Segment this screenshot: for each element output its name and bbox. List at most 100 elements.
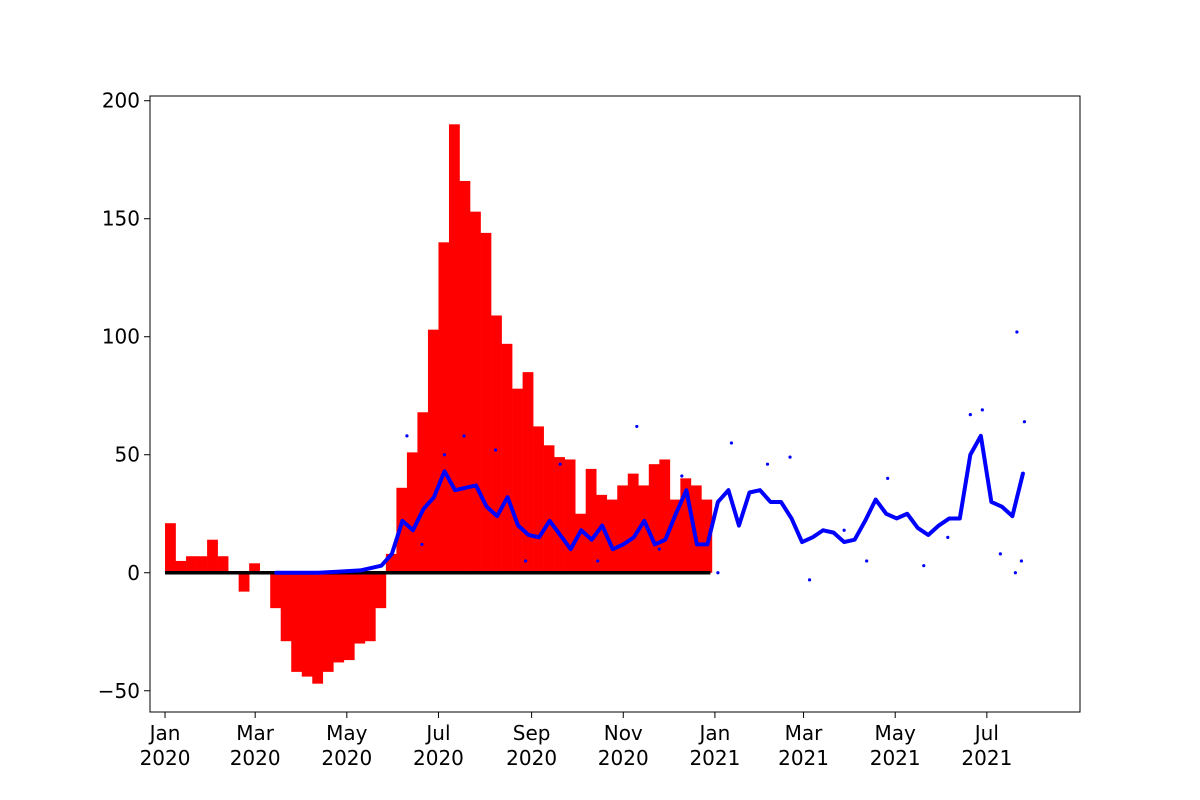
x-tick-label-month: Jan — [697, 721, 730, 745]
scatter-point — [980, 408, 984, 412]
bar — [522, 372, 534, 573]
bar — [396, 487, 408, 573]
bar — [459, 180, 471, 573]
bar — [680, 478, 692, 573]
x-tick-label-month: Mar — [785, 721, 824, 745]
x-tick-label-month: May — [326, 721, 368, 745]
x-tick-label-year: 2021 — [689, 746, 740, 770]
weekly-bars — [165, 124, 713, 684]
bar — [438, 242, 450, 573]
bar — [554, 457, 565, 573]
bar — [175, 560, 187, 573]
bar — [364, 572, 376, 642]
x-tick-label-month: Nov — [604, 721, 643, 745]
y-axis: −50 0 50 100 150 200 — [98, 89, 150, 703]
bar — [165, 523, 176, 573]
bar — [291, 572, 303, 672]
series-line — [274, 433, 1025, 575]
bar — [648, 464, 660, 573]
x-tick-label-year: 2020 — [321, 746, 372, 770]
bar — [501, 343, 513, 573]
bar — [343, 572, 355, 661]
bar — [575, 513, 587, 573]
scatter-point — [680, 474, 684, 478]
x-tick-label-month: Jul — [973, 721, 999, 745]
x-tick-label-year: 2021 — [778, 746, 829, 770]
bar — [186, 556, 197, 573]
scatter-point — [998, 552, 1002, 556]
y-tick-label: 150 — [102, 207, 140, 231]
bar — [627, 473, 639, 573]
bar — [659, 459, 671, 573]
bar — [207, 539, 218, 573]
scatter-point — [1022, 420, 1027, 424]
scatter-point — [635, 424, 639, 429]
bar — [322, 572, 334, 672]
bar — [354, 572, 366, 644]
bar — [301, 572, 313, 677]
x-tick-label-year: 2021 — [961, 746, 1012, 770]
bar — [617, 485, 629, 573]
scatter-point — [1015, 330, 1019, 334]
scatter-point — [524, 559, 528, 563]
daily-points — [405, 330, 1027, 582]
x-tick-label-month: Sep — [513, 721, 551, 745]
bar — [690, 485, 702, 573]
x-tick-label-month: Jul — [424, 721, 450, 745]
scatter-point — [729, 441, 734, 445]
x-tick-label-year: 2020 — [598, 746, 649, 770]
scatter-point — [1019, 559, 1024, 563]
scatter-point — [968, 413, 972, 417]
scatter-point — [558, 462, 562, 466]
bar — [512, 388, 523, 573]
x-tick-label-month: May — [875, 721, 917, 745]
bar — [491, 315, 502, 573]
y-tick-label: 0 — [127, 561, 140, 585]
bar — [217, 556, 229, 573]
y-tick-label: 100 — [102, 325, 140, 349]
bar — [470, 211, 481, 573]
x-axis: Jan2020Mar2020May2020Jul2020Sep2020Nov20… — [140, 712, 1012, 770]
scatter-point — [1013, 571, 1018, 575]
y-tick-label: 200 — [102, 89, 140, 113]
scatter-point — [493, 448, 498, 452]
scatter-point — [842, 528, 846, 532]
x-tick-label-year: 2020 — [413, 746, 464, 770]
x-tick-label-month: Mar — [236, 721, 275, 745]
bar — [312, 572, 324, 684]
bar — [238, 572, 250, 592]
scatter-point — [442, 453, 447, 457]
scatter-point — [716, 571, 720, 575]
scatter-point — [946, 535, 950, 539]
bar — [280, 572, 292, 642]
scatter-point — [788, 455, 792, 459]
bar — [606, 499, 618, 573]
bar — [249, 563, 260, 573]
bar — [543, 445, 555, 573]
bar — [196, 556, 208, 573]
bar — [564, 459, 576, 573]
bar — [596, 494, 608, 573]
x-tick-label-year: 2021 — [870, 746, 921, 770]
x-tick-label-year: 2020 — [140, 746, 191, 770]
y-tick-label: 50 — [115, 443, 140, 467]
bar — [480, 232, 492, 573]
bar — [385, 553, 397, 573]
scatter-point — [886, 476, 890, 480]
bar — [585, 468, 597, 573]
scatter-point — [596, 559, 600, 563]
x-tick-label-year: 2020 — [506, 746, 557, 770]
y-tick-label: −50 — [98, 679, 140, 703]
bar — [427, 329, 439, 573]
bar — [638, 485, 650, 573]
bar — [406, 452, 418, 573]
scatter-point — [405, 434, 409, 438]
bar — [375, 572, 387, 609]
scatter-point — [807, 578, 812, 582]
scatter-point — [657, 547, 661, 551]
scatter-point — [420, 542, 424, 547]
bar — [417, 412, 429, 573]
bar — [448, 124, 460, 573]
bar — [701, 499, 713, 573]
